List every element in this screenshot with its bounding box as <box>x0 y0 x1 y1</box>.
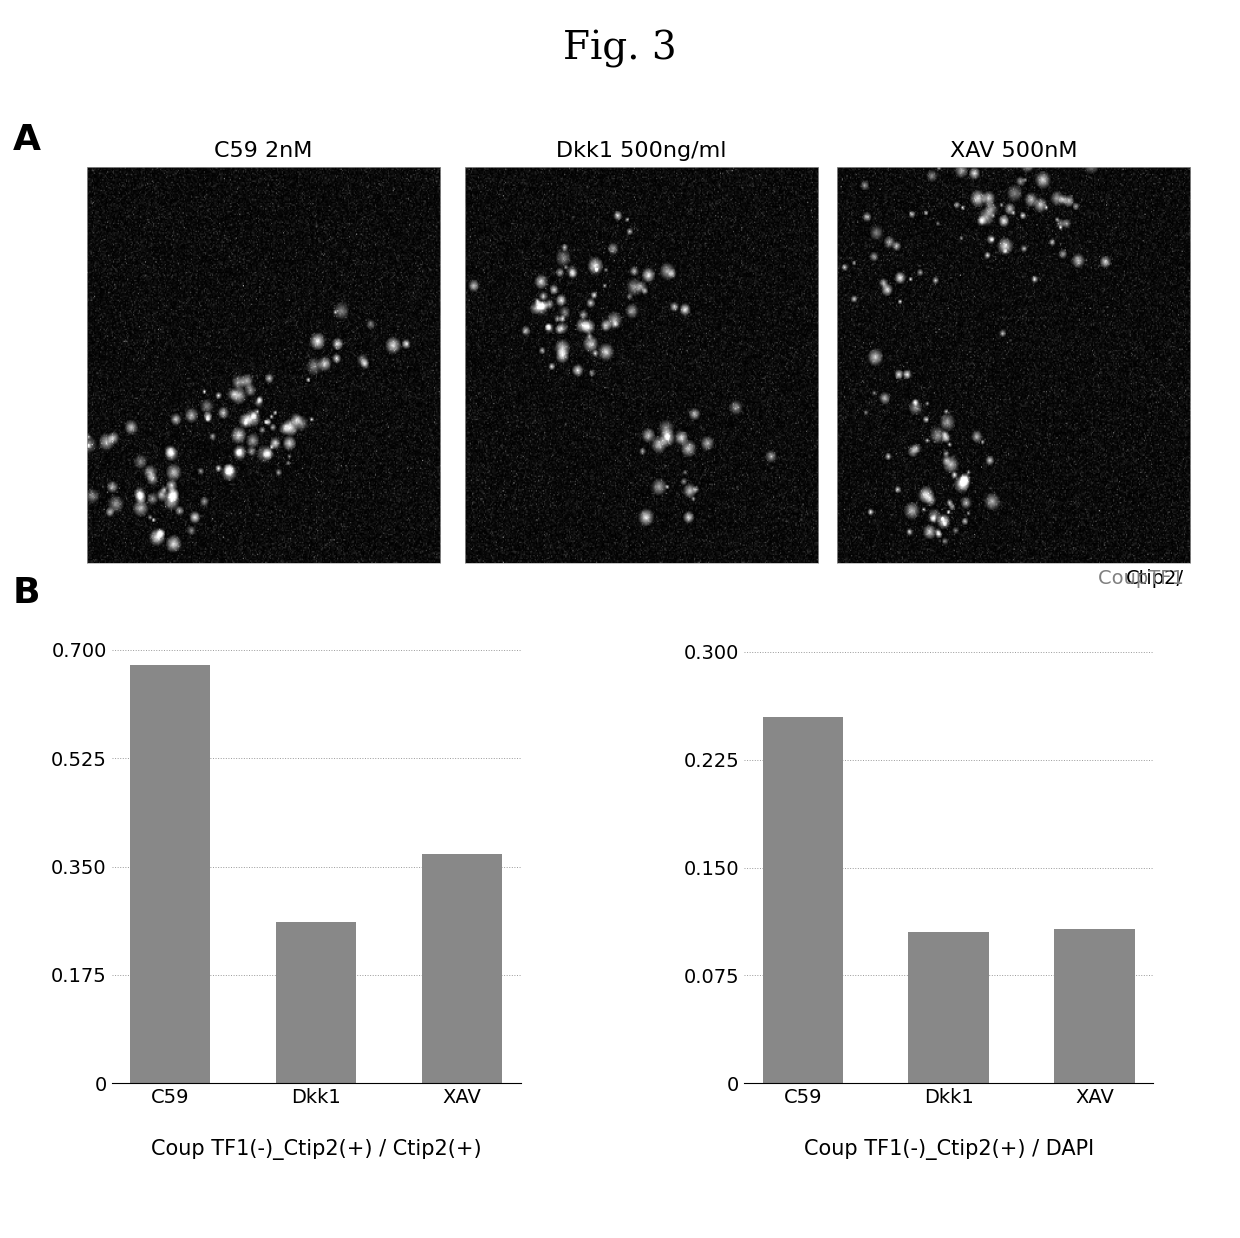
Text: Coup TF1(-)_Ctip2(+) / DAPI: Coup TF1(-)_Ctip2(+) / DAPI <box>804 1139 1094 1160</box>
Text: Dkk1 500ng/ml: Dkk1 500ng/ml <box>557 141 727 161</box>
Bar <box>277 922 356 1083</box>
Bar <box>130 665 211 1083</box>
Text: Ctip2/: Ctip2/ <box>1126 569 1184 588</box>
Text: Fig. 3: Fig. 3 <box>563 31 677 68</box>
Text: CoupTF1: CoupTF1 <box>1048 569 1184 588</box>
Bar <box>422 854 502 1083</box>
Bar <box>1054 930 1135 1083</box>
Bar <box>909 932 988 1083</box>
Text: XAV 500nM: XAV 500nM <box>950 141 1078 161</box>
Text: Coup TF1(-)_Ctip2(+) / Ctip2(+): Coup TF1(-)_Ctip2(+) / Ctip2(+) <box>151 1139 481 1160</box>
Text: B: B <box>12 576 40 609</box>
Bar <box>763 717 843 1083</box>
Text: C59 2nM: C59 2nM <box>215 141 312 161</box>
Text: A: A <box>12 124 41 157</box>
